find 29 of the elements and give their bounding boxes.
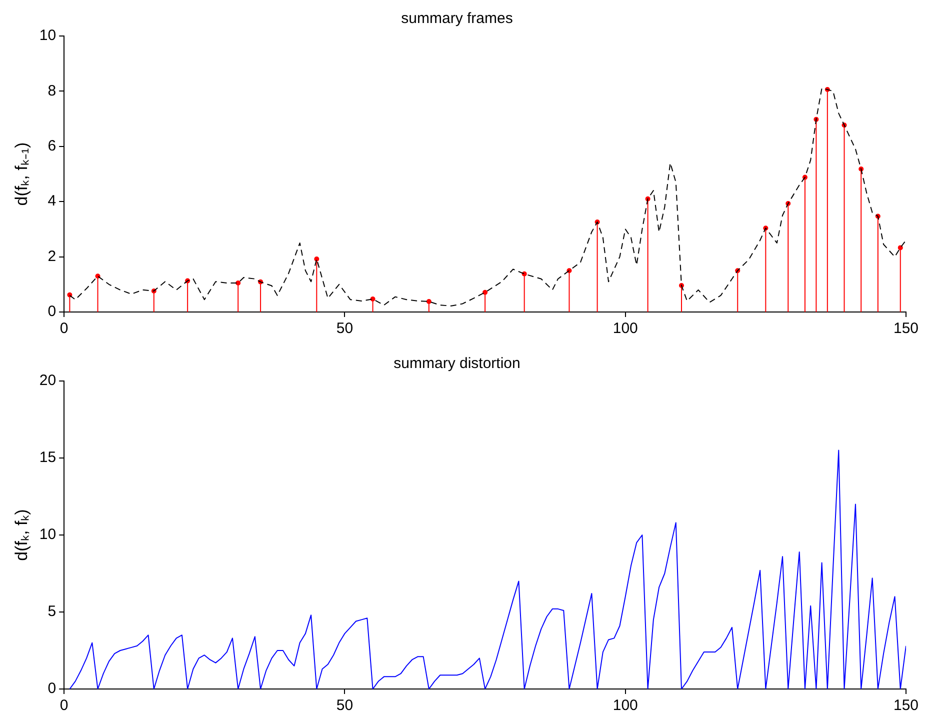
y-tick-label: 5 — [48, 603, 56, 620]
y-axis-title: d(fₖ, fₖ₋₁) — [12, 142, 31, 206]
point — [370, 296, 376, 302]
y-tick-label: 4 — [48, 192, 56, 210]
y-axis-title: d(fₖ, fₖ) — [12, 509, 31, 561]
y-tick-label: 10 — [39, 526, 56, 544]
y-tick-label: 15 — [39, 449, 56, 466]
y-tick-label: 20 — [39, 372, 56, 390]
point — [426, 299, 432, 304]
x-tick-label: 0 — [60, 320, 68, 338]
x-tick-label: 100 — [612, 697, 638, 714]
x-tick-label: 50 — [336, 320, 354, 338]
x-tick-label: 50 — [336, 697, 354, 714]
x-tick-label: 150 — [893, 320, 919, 338]
point — [482, 290, 488, 295]
x-tick-label: 0 — [60, 697, 68, 714]
chart-title: summary distortion — [394, 355, 520, 372]
y-tick-label: 0 — [48, 303, 56, 320]
y-tick-label: 10 — [39, 27, 56, 44]
chart-title: summary frames — [401, 10, 513, 28]
y-tick-label: 6 — [48, 138, 56, 155]
x-tick-label: 150 — [893, 697, 919, 714]
y-tick-label: 0 — [48, 680, 56, 698]
point — [236, 280, 241, 286]
y-tick-label: 2 — [48, 248, 56, 265]
point — [898, 245, 903, 250]
point — [314, 256, 320, 262]
y-tick-label: 8 — [48, 82, 56, 100]
x-tick-label: 100 — [612, 320, 638, 338]
